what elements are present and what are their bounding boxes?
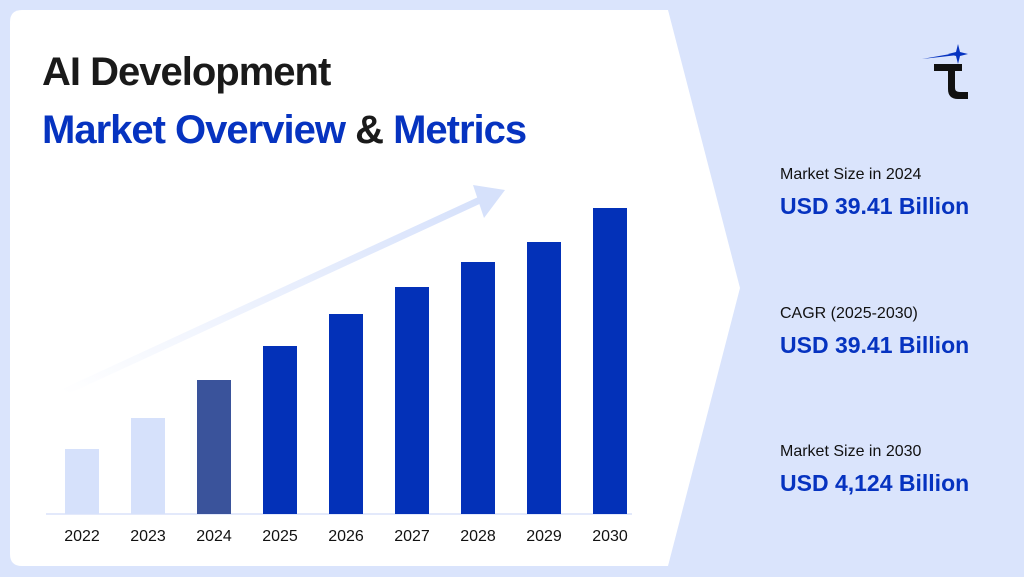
bar-2022	[65, 449, 99, 514]
title-metrics: Metrics	[393, 108, 527, 152]
bar-2028	[461, 262, 495, 514]
x-tick-label: 2026	[328, 528, 364, 545]
x-tick-label: 2029	[526, 528, 562, 545]
bar-2026	[329, 314, 363, 514]
bar-2023	[131, 418, 165, 514]
x-tick-label: 2027	[394, 528, 430, 545]
bar-2024	[197, 380, 231, 514]
bar-2025	[263, 346, 297, 514]
x-tick-label: 2025	[262, 528, 298, 545]
bar-2029	[527, 242, 561, 514]
metric-cagr: CAGR (2025-2030) USD 39.41 Billion	[780, 305, 969, 359]
metric-label: Market Size in 2024	[780, 166, 922, 183]
metric-market-size-2024: Market Size in 2024 USD 39.41 Billion	[780, 166, 969, 220]
title-line-2: Market Overview & Metrics	[42, 108, 527, 153]
x-tick-label: 2024	[196, 528, 232, 545]
bar-2027	[395, 287, 429, 514]
bar-2030	[593, 208, 627, 514]
x-tick-label: 2023	[130, 528, 166, 545]
title-market-overview: Market Overview	[42, 108, 346, 152]
x-tick-label: 2028	[460, 528, 496, 545]
metric-label: CAGR (2025-2030)	[780, 305, 918, 322]
title-line-1: AI Development	[42, 50, 331, 94]
x-tick-label: 2030	[592, 528, 628, 545]
bar-chart: 2022 2023 2024 2025 2026 2027 2028 2029 2030	[60, 185, 628, 545]
metric-market-size-2030: Market Size in 2030 USD 4,124 Billion	[780, 443, 969, 497]
trend-arrow	[60, 185, 505, 397]
metric-value: USD 39.41 Billion	[780, 332, 970, 358]
title-ampersand: &	[355, 108, 384, 152]
t-star-logo-icon	[922, 44, 968, 99]
x-tick-label: 2022	[64, 528, 100, 545]
metric-label: Market Size in 2030	[780, 443, 922, 460]
metric-value: USD 39.41 Billion	[780, 193, 970, 219]
metric-value: USD 4,124 Billion	[780, 470, 970, 496]
